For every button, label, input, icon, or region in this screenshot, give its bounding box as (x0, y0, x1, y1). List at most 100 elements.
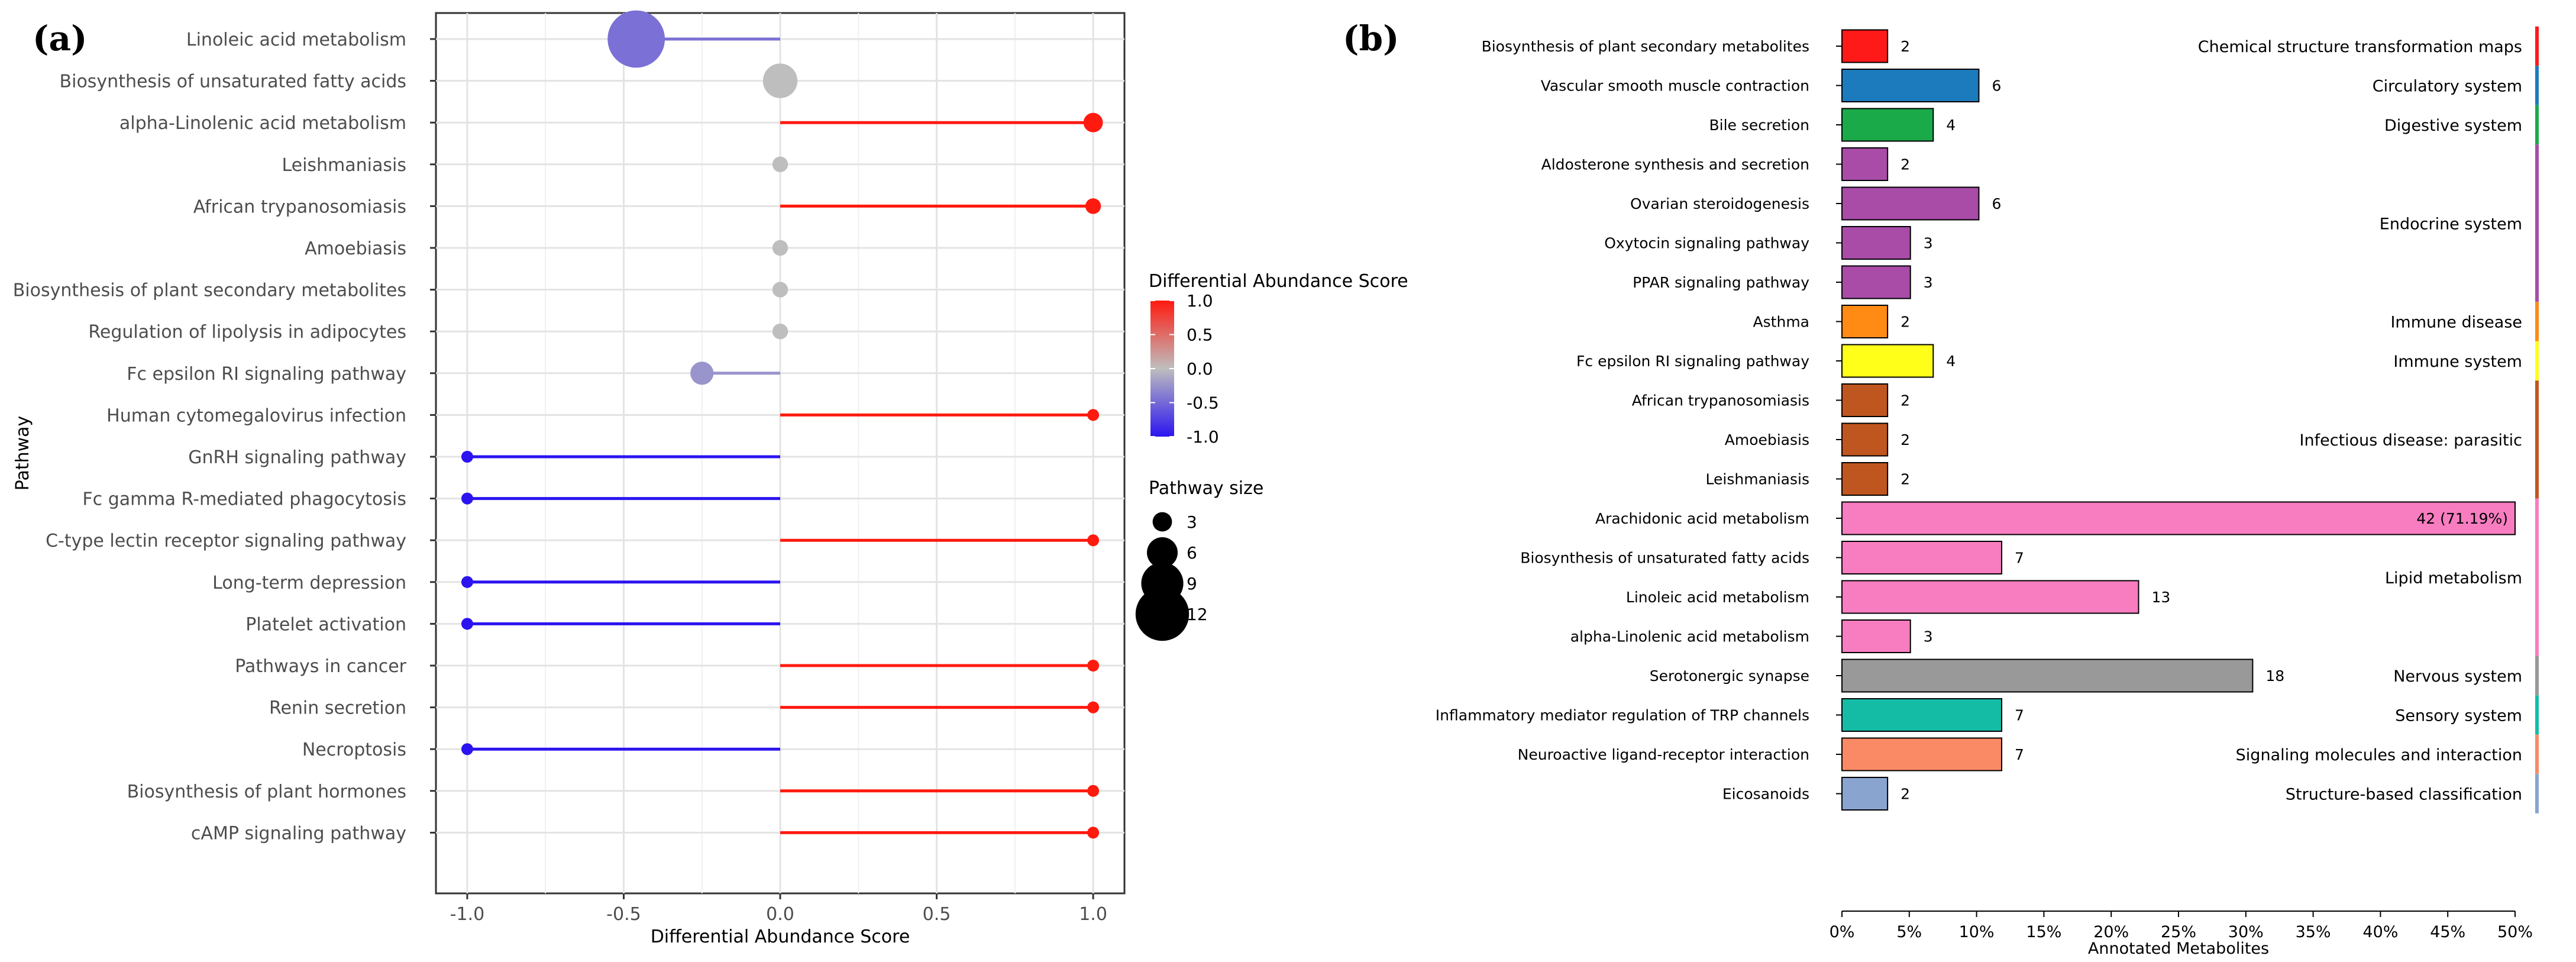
bar (1841, 698, 2003, 732)
panel-b-pathway-labels: Biosynthesis of plant secondary metaboli… (1436, 38, 1842, 803)
bar (1841, 383, 1889, 417)
lollipop-point (1083, 112, 1103, 133)
pathway-label: C-type lectin receptor signaling pathway (46, 531, 406, 551)
bar-value-label: 4 (1946, 117, 1956, 134)
panel-a-x-ticks: -1.0 -0.5 0.0 0.5 1.0 (450, 893, 1107, 925)
pathway-label: Biosynthesis of plant secondary metaboli… (13, 280, 406, 301)
bar-value-label: 42 (71.19%) (2416, 510, 2508, 527)
pathway-label: Platelet activation (245, 614, 406, 635)
panel-b-label: (b) (1343, 18, 1399, 59)
lollipop-point (461, 492, 473, 505)
panel-b-category-labels: Chemical structure transformation maps Ci… (2198, 26, 2539, 813)
bar-value-label: 2 (1901, 314, 1910, 331)
pathway-label: Fc gamma R-mediated phagocytosis (82, 489, 406, 510)
panel-b-x-axis-title: Annotated Metabolites (2088, 940, 2269, 958)
pathway-label: Serotonergic synapse (1650, 667, 1809, 685)
lollipop-point (461, 576, 473, 588)
category-bracket (2535, 656, 2539, 696)
pathway-label: Biosynthesis of unsaturated fatty acids (60, 72, 406, 92)
lollipop-point (690, 361, 714, 385)
pathway-label: alpha-Linolenic acid metabolism (1570, 628, 1809, 645)
category-bracket (2535, 774, 2539, 813)
pathway-label: Necroptosis (302, 740, 406, 760)
x-tick-label: 30% (2228, 923, 2264, 941)
lollipop-point (1087, 534, 1100, 547)
bar (1841, 580, 2139, 614)
pathway-label: Amoebiasis (305, 238, 406, 259)
bar (1841, 265, 1911, 299)
pathway-label: Human cytomegalovirus infection (106, 405, 406, 426)
x-tick-label: 25% (2161, 923, 2196, 941)
bar-value-label: 6 (1992, 195, 2001, 212)
size-legend-title: Pathway size (1149, 478, 1263, 499)
lollipop-point (1087, 701, 1100, 714)
bar (1841, 69, 1980, 102)
lollipop-point (1087, 785, 1100, 797)
pathway-label: Aldosterone synthesis and secretion (1541, 156, 1809, 173)
bar (1841, 541, 2003, 574)
colorbar-tick-label: 1.0 (1187, 291, 1213, 311)
colorbar-tick-label: -1.0 (1187, 427, 1219, 447)
colorbar-tick-label: 0.0 (1187, 359, 1213, 379)
panel-a-x-axis-title: Differential Abundance Score (651, 927, 910, 947)
panel-a-legend: Differential Abundance Score 1.0 0.5 0.0 -0… (1135, 271, 1408, 641)
lollipop-point (461, 618, 473, 630)
lollipop-point (772, 282, 788, 298)
x-tick-label: 5% (1896, 923, 1922, 941)
bar (1841, 501, 2516, 535)
bar-value-label: 3 (1924, 235, 1933, 252)
size-legend-label: 9 (1187, 574, 1197, 593)
lollipop-point (762, 63, 798, 98)
bar-value-label: 2 (1901, 431, 1910, 448)
pathway-label: Fc epsilon RI signaling pathway (1576, 353, 1809, 370)
category-label: Structure-based classification (2286, 786, 2522, 804)
pathway-label: Vascular smooth muscle contraction (1541, 78, 1809, 95)
pathway-label: Regulation of lipolysis in adipocytes (88, 322, 406, 343)
pathway-label: Renin secretion (269, 698, 406, 719)
bar-value-label: 18 (2265, 667, 2284, 685)
x-tick-label: 10% (1959, 923, 1995, 941)
category-bracket (2535, 341, 2539, 381)
bar (1841, 305, 1889, 338)
colorbar-tick-label: -0.5 (1187, 393, 1219, 413)
bar-value-label: 2 (1901, 471, 1910, 488)
category-bracket (2535, 302, 2539, 341)
category-bracket (2535, 498, 2539, 656)
category-label: Lipid metabolism (2385, 569, 2522, 587)
bar (1841, 108, 1934, 142)
category-label: Chemical structure transformation maps (2198, 38, 2522, 56)
category-label: Endocrine system (2380, 215, 2522, 233)
category-label: Signaling molecules and interaction (2236, 746, 2522, 764)
bar (1841, 147, 1889, 181)
size-legend-dot (1152, 512, 1172, 532)
x-tick-label: 0.5 (923, 904, 951, 925)
x-tick-label: 50% (2497, 923, 2533, 941)
pathway-label: Bile secretion (1709, 117, 1809, 134)
lollipop-point (772, 240, 788, 256)
colorbar-ticks: 1.0 0.5 0.0 -0.5 -1.0 (1150, 291, 1219, 447)
x-tick-label: 15% (2026, 923, 2061, 941)
x-tick-label: 35% (2296, 923, 2331, 941)
lollipop-point (607, 10, 665, 68)
category-label: Circulatory system (2373, 78, 2522, 96)
bar-value-label: 4 (1946, 353, 1956, 370)
pathway-label: Eicosanoids (1722, 786, 1809, 803)
panel-a-label: (a) (33, 18, 87, 59)
pathway-label: Oxytocin signaling pathway (1604, 235, 1809, 252)
lollipop-point (772, 324, 788, 340)
pathway-label: Fc epsilon RI signaling pathway (127, 364, 406, 385)
x-tick-label: 1.0 (1079, 904, 1107, 925)
category-bracket (2535, 380, 2539, 499)
pathway-label: cAMP signaling pathway (191, 823, 406, 844)
pathway-label: Arachidonic acid metabolism (1595, 510, 1809, 527)
pathway-label: Biosynthesis of plant hormones (127, 782, 406, 802)
lollipop-point (772, 156, 788, 172)
x-tick-label: -1.0 (450, 904, 485, 925)
x-tick-label: 45% (2430, 923, 2465, 941)
size-legend-label: 12 (1187, 605, 1208, 624)
category-label: Sensory system (2395, 707, 2522, 725)
pathway-label: Asthma (1753, 314, 1809, 331)
